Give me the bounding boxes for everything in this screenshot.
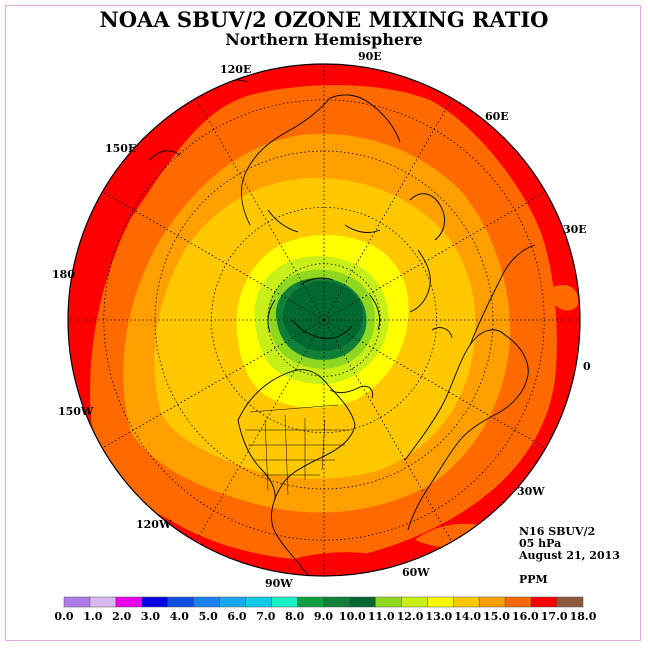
- colorbar-tick-labels: 0.0 1.0 2.0 3.0 4.0 5.0 6.0 7.0 8.0 9.0 10.0 11.0 12…: [54, 610, 596, 623]
- colorbar-swatch-12: [375, 596, 402, 608]
- lon-label-90w: 90W: [265, 577, 293, 590]
- colorbar-swatch-3: [141, 596, 169, 608]
- satellite-label: N16 SBUV/2: [519, 525, 596, 538]
- lon-label-120e: 120E: [220, 63, 252, 76]
- lon-label-60w: 60W: [402, 566, 430, 579]
- colorbar-tick-12: 12.0: [397, 610, 424, 623]
- colorbar-tick-4: 4.0: [170, 610, 189, 623]
- colorbar-swatch-17: [504, 596, 532, 608]
- colorbar-tick-18: 18.0: [570, 610, 597, 623]
- lon-label-30w: 30W: [517, 485, 545, 498]
- colorbar-tick-10: 10.0: [339, 610, 366, 623]
- state-borders: [245, 404, 350, 496]
- meridian-120: [323, 319, 546, 449]
- meridian-300: [102, 191, 325, 321]
- colorbar-swatch-6: [219, 596, 246, 608]
- meridian-210: [195, 319, 325, 542]
- colorbar-tick-13: 13.0: [425, 610, 452, 623]
- colorbar-tick-17: 17.0: [541, 610, 568, 623]
- colorbar-swatch-1: [89, 596, 117, 608]
- colorbar-swatch-5: [193, 596, 220, 608]
- colorbar-tick-1: 1.0: [83, 610, 102, 623]
- colorbar-tick-0: 0.0: [54, 610, 73, 623]
- map-boundary: [67, 63, 581, 577]
- lon-label-120w: 120W: [136, 518, 172, 531]
- colorbar-tick-8: 8.0: [285, 610, 304, 623]
- contour-9-core: [283, 281, 363, 351]
- colorbar-tick-15: 15.0: [483, 610, 510, 623]
- lon-label-150w: 150W: [58, 405, 94, 418]
- colorbar-swatch-15: [453, 596, 480, 608]
- colorbar-swatch-13: [401, 596, 428, 608]
- lon-label-30e: 30E: [563, 223, 587, 236]
- lat-lon-grid: [68, 64, 580, 576]
- date-label: August 21, 2013: [519, 549, 620, 562]
- meridian-30: [323, 98, 453, 321]
- colorbar-tick-16: 16.0: [512, 610, 539, 623]
- figure-border: [5, 5, 641, 641]
- colorbar-tick-6: 6.0: [227, 610, 246, 623]
- colorbar-tick-2: 2.0: [112, 610, 131, 623]
- colorbar-swatch-7: [245, 596, 272, 608]
- colorbar-swatch-14: [427, 596, 454, 608]
- colorbar-swatches: [63, 596, 584, 608]
- contour-16-edge: [545, 285, 579, 311]
- lon-label-150e: 150E: [105, 142, 137, 155]
- meridian-240: [102, 319, 325, 449]
- coastlines: [149, 79, 536, 576]
- colorbar-tick-14: 14.0: [454, 610, 481, 623]
- colorbar-swatch-2: [115, 596, 143, 608]
- colorbar-tick-7: 7.0: [256, 610, 275, 623]
- map-title: NOAA SBUV/2 OZONE MIXING RATIO: [99, 7, 549, 32]
- lon-label-90e: 90E: [358, 50, 382, 63]
- meridian-330: [195, 98, 325, 321]
- meridian-150: [323, 319, 453, 542]
- colorbar-swatch-16: [478, 596, 506, 608]
- colorbar-tick-11: 11.0: [368, 610, 395, 623]
- info-block: N16 SBUV/2 05 hPa August 21, 2013: [519, 526, 620, 562]
- pressure-level-label: 05 hPa: [519, 537, 562, 550]
- colorbar-tick-3: 3.0: [141, 610, 160, 623]
- colorbar-swatch-10: [323, 596, 350, 608]
- colorbar-swatch-19: [556, 596, 584, 608]
- lon-label-180: 180: [52, 268, 75, 281]
- map-subtitle: Northern Hemisphere: [225, 30, 423, 49]
- colorbar-swatch-4: [167, 596, 195, 608]
- colorbar-swatch-0: [63, 596, 91, 608]
- meridian-60: [323, 191, 546, 321]
- colorbar-tick-5: 5.0: [199, 610, 218, 623]
- lon-label-0: 0: [583, 360, 591, 373]
- colorbar-swatch-11: [349, 596, 376, 608]
- colorbar-swatch-8: [271, 596, 298, 608]
- lon-label-60e: 60E: [485, 110, 509, 123]
- contour-17-small: [290, 552, 405, 575]
- units-label: PPM: [519, 573, 548, 586]
- colorbar-swatch-18: [530, 596, 558, 608]
- colorbar-swatch-9: [297, 596, 324, 608]
- colorbar-tick-9: 9.0: [314, 610, 333, 623]
